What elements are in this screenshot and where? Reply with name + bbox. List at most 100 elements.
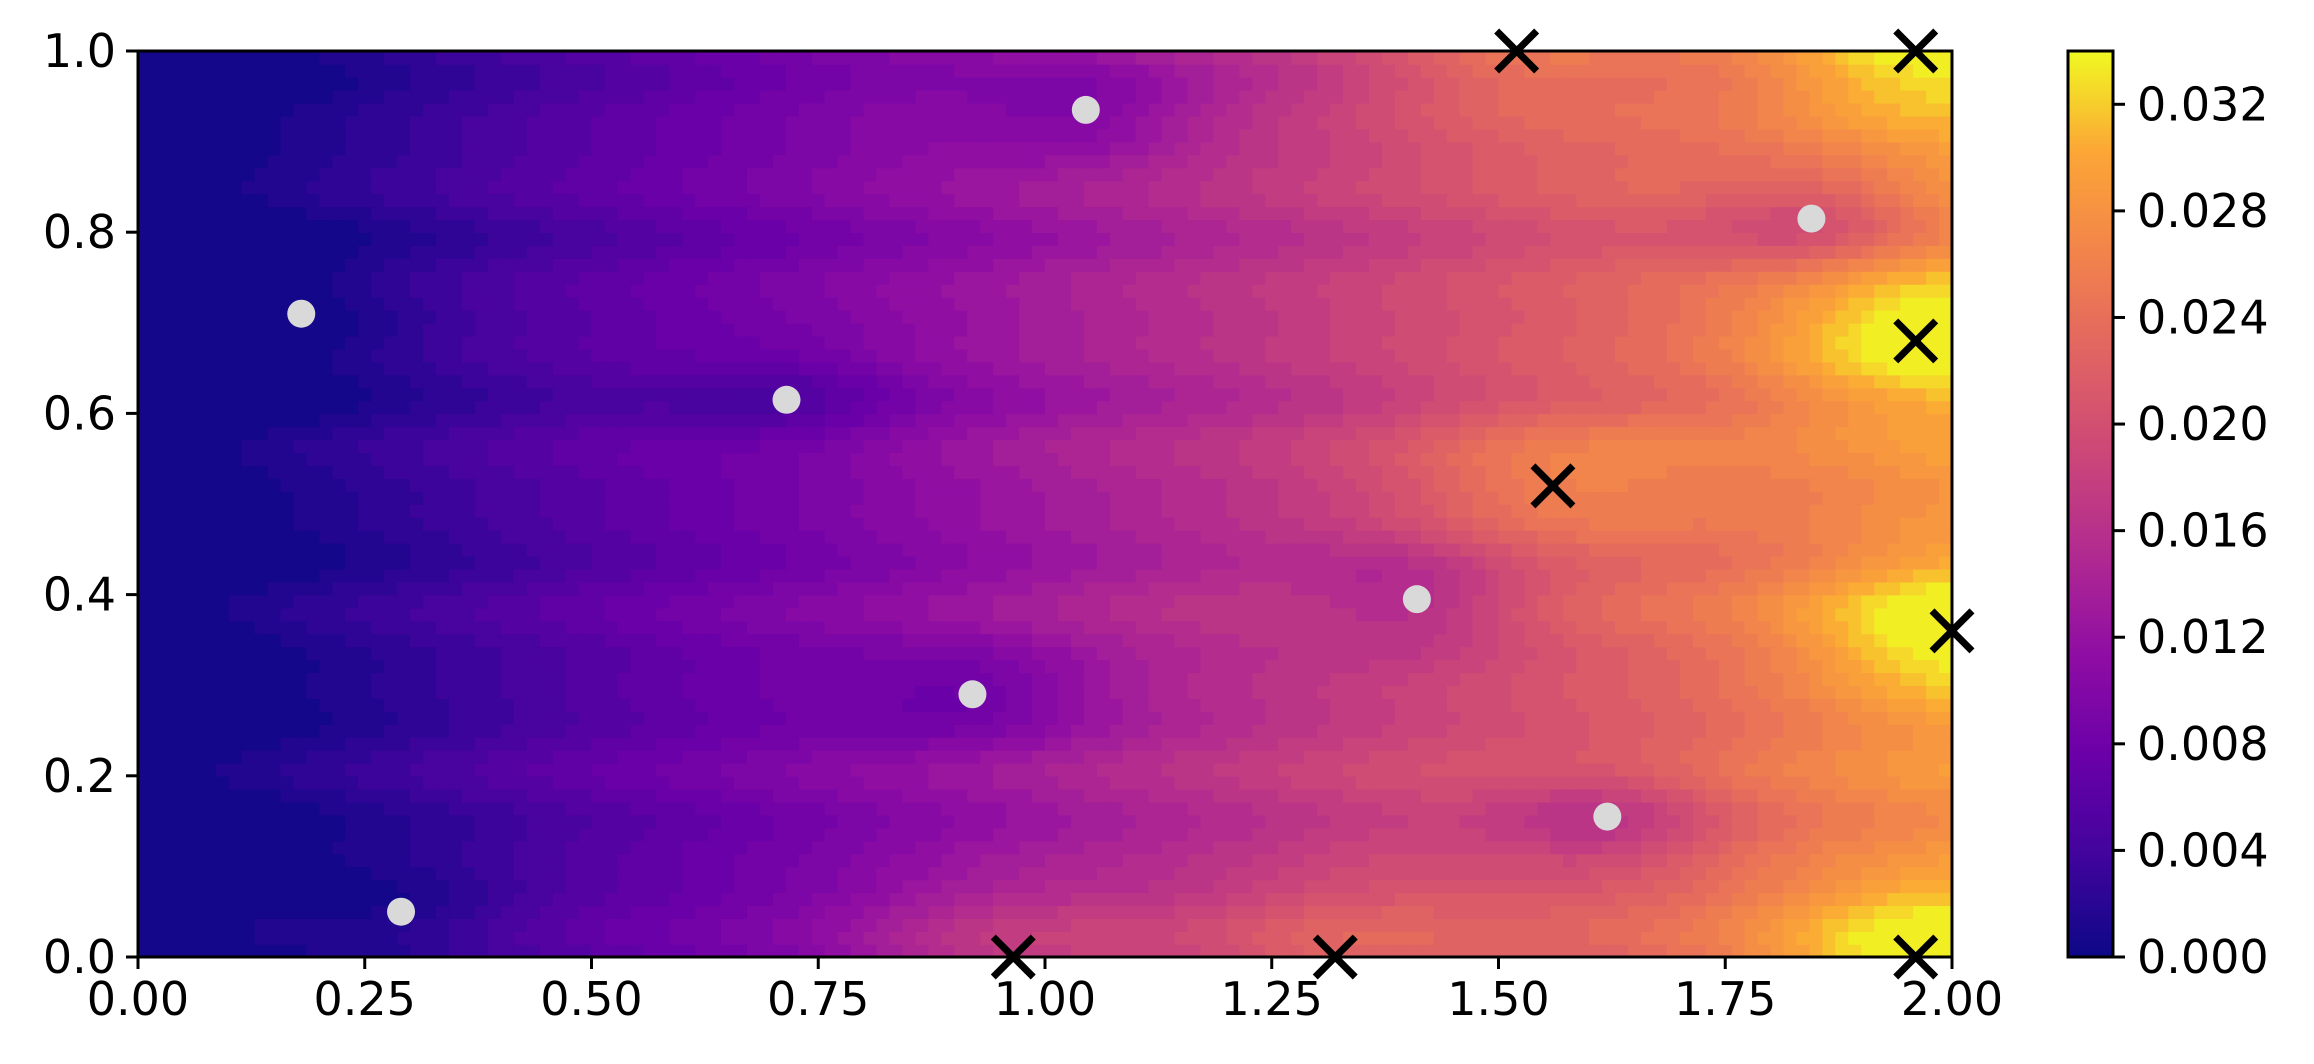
contour-cell (371, 335, 385, 350)
contour-cell (293, 219, 308, 233)
contour-cell (876, 698, 891, 712)
contour-cell (695, 724, 709, 738)
contour-cell (915, 283, 930, 298)
contour-cell (526, 322, 541, 337)
contour-cell (630, 659, 645, 674)
contour-cell (578, 206, 593, 221)
contour-cell (876, 322, 891, 337)
contour-cell (461, 581, 476, 596)
contour-cell (824, 698, 839, 712)
contour-cell (772, 180, 787, 195)
contour-cell (695, 568, 709, 583)
contour-cell (1032, 555, 1046, 570)
contour-cell (565, 905, 580, 919)
contour-cell (267, 219, 282, 233)
contour-cell (293, 762, 308, 777)
contour-cell (591, 698, 606, 712)
contour-cell (280, 931, 295, 945)
contour-cell (319, 905, 334, 919)
contour-cell (824, 296, 839, 311)
contour-cell (734, 128, 748, 143)
contour-cell (941, 892, 956, 907)
contour-cell (746, 827, 761, 842)
contour-cell (332, 555, 347, 570)
contour-cell (617, 452, 632, 466)
contour-cell (798, 594, 813, 609)
contour-cell (695, 944, 709, 958)
contour-cell (850, 698, 865, 712)
contour-cell (539, 724, 554, 738)
contour-cell (746, 931, 761, 945)
contour-cell (384, 646, 398, 661)
contour-cell (980, 206, 994, 221)
contour-cell (267, 659, 282, 674)
contour-cell (1032, 465, 1046, 479)
contour-cell (824, 814, 839, 829)
contour-cell (345, 128, 360, 143)
contour-cell (513, 620, 528, 635)
contour-cell (837, 607, 852, 622)
contour-cell (721, 931, 735, 945)
contour-cell (319, 607, 334, 622)
contour-cell (552, 478, 567, 492)
contour-cell (993, 698, 1007, 712)
contour-cell (138, 801, 152, 816)
contour-cell (915, 51, 930, 65)
contour-cell (759, 232, 774, 246)
contour-cell (319, 594, 334, 609)
contour-cell (241, 335, 256, 350)
contour-cell (306, 115, 321, 130)
contour-cell (410, 529, 424, 544)
contour-cell (1006, 322, 1020, 337)
contour-cell (837, 491, 852, 505)
contour-cell (293, 271, 308, 285)
contour-cell (656, 232, 671, 246)
contour-cell (837, 840, 852, 855)
contour-cell (993, 102, 1007, 117)
contour-cell (189, 711, 204, 725)
contour-cell (552, 724, 567, 738)
contour-cell (876, 465, 891, 479)
contour-cell (358, 594, 373, 609)
contour-cell (695, 309, 709, 324)
contour-cell (474, 115, 489, 130)
contour-cell (397, 711, 411, 725)
contour-cell (785, 309, 800, 324)
contour-cell (785, 141, 800, 156)
contour-cell (189, 944, 204, 958)
contour-cell (954, 154, 969, 169)
contour-cell (254, 439, 269, 454)
contour-cell (358, 128, 373, 143)
contour-cell (617, 387, 632, 402)
contour-cell (410, 465, 424, 479)
contour-cell (902, 296, 917, 311)
contour-cell (837, 167, 852, 182)
contour-cell (526, 736, 541, 751)
contour-cell (682, 141, 696, 156)
contour-cell (734, 931, 748, 945)
contour-cell (500, 51, 515, 65)
contour-cell (280, 439, 295, 454)
contour-cell (436, 426, 450, 441)
contour-cell (824, 672, 839, 686)
contour-cell (202, 594, 217, 609)
contour-cell (319, 491, 334, 505)
contour-cell (759, 905, 774, 919)
contour-cell (708, 840, 722, 855)
contour-cell (915, 348, 930, 363)
contour-cell (850, 180, 865, 195)
contour-cell (630, 633, 645, 648)
contour-cell (539, 879, 554, 894)
contour-cell (384, 258, 398, 272)
contour-cell (630, 853, 645, 868)
contour-cell (734, 516, 748, 531)
contour-cell (863, 529, 878, 544)
contour-cell (772, 478, 787, 492)
contour-cell (669, 853, 683, 868)
contour-cell (280, 128, 295, 143)
contour-cell (163, 905, 178, 919)
contour-cell (565, 646, 580, 661)
contour-cell (397, 594, 411, 609)
contour-cell (345, 542, 360, 557)
